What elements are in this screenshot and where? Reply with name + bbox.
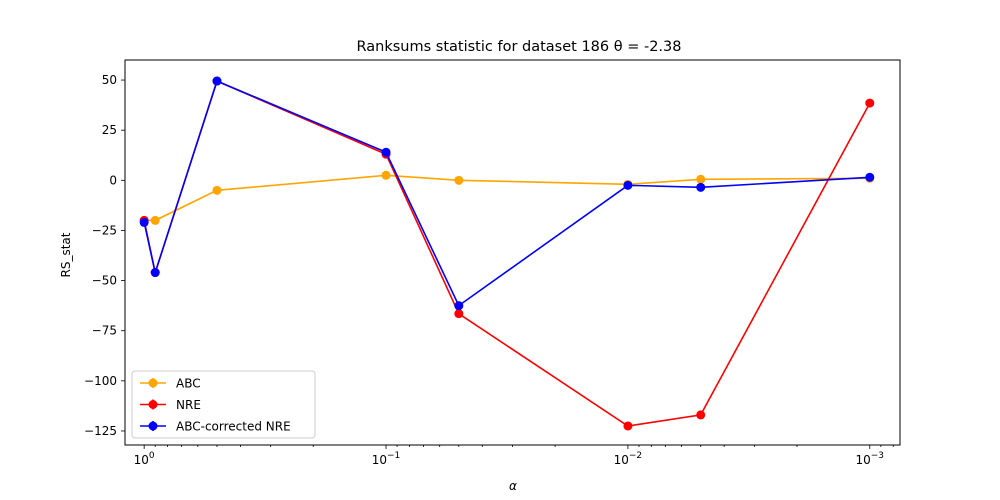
y-tick-label: −50 [92, 274, 117, 288]
x-tick-label: 10−3 [855, 451, 884, 467]
chart-title: Ranksums statistic for dataset 186 θ = -… [357, 39, 682, 55]
data-point-abc [381, 170, 391, 180]
y-tick-label: 50 [102, 73, 117, 87]
legend-marker-nre [148, 400, 158, 409]
data-point-nre [696, 410, 706, 420]
x-tick-label: 10−2 [614, 451, 643, 467]
data-point-nre [454, 309, 464, 319]
data-point-abc-corrected-nre [381, 147, 391, 157]
data-point-abc-corrected-nre [454, 301, 464, 311]
legend-marker-abc [148, 378, 158, 388]
data-point-abc [696, 174, 706, 184]
data-point-abc [454, 175, 464, 185]
data-point-abc-corrected-nre [139, 217, 149, 227]
legend-label-abc-corrected-nre: ABC-corrected NRE [176, 420, 291, 434]
legend-label-nre: NRE [176, 398, 201, 412]
y-tick-label: −75 [92, 324, 117, 338]
y-tick-label: −100 [84, 374, 117, 388]
y-tick-label: 25 [102, 123, 117, 137]
x-axis-label: α [509, 479, 517, 493]
data-point-nre [865, 98, 875, 108]
data-point-abc [212, 185, 222, 195]
x-tick-label: 10−1 [372, 451, 401, 467]
legend-marker-abc-corrected-nre [148, 421, 158, 431]
series-line-abc [144, 174, 870, 222]
data-point-abc-corrected-nre [212, 76, 222, 86]
x-tick-label: 100 [134, 451, 155, 467]
plot-area: 100 10−1 10−2 10−3 50 25 0 −25 −50 −75 −100 −125 [84, 59, 901, 467]
data-point-abc-corrected-nre [623, 180, 633, 190]
series-line-abc-corrected-nre [143, 80, 870, 307]
data-point-nre [623, 421, 633, 431]
y-tick-label: −25 [92, 223, 117, 237]
data-point-abc [150, 215, 160, 225]
data-point-abc-corrected-nre [865, 172, 875, 182]
data-point-abc-corrected-nre [150, 268, 160, 278]
y-tick-label: −125 [84, 424, 117, 438]
legend-box [131, 370, 316, 439]
legend: ABC NRE ABC-corrected NRE [131, 370, 316, 439]
data-point-abc-corrected-nre [696, 182, 706, 192]
y-tick-label: 0 [109, 173, 117, 187]
y-axis-label: RS_stat [59, 232, 73, 277]
legend-label-abc: ABC [176, 377, 201, 391]
